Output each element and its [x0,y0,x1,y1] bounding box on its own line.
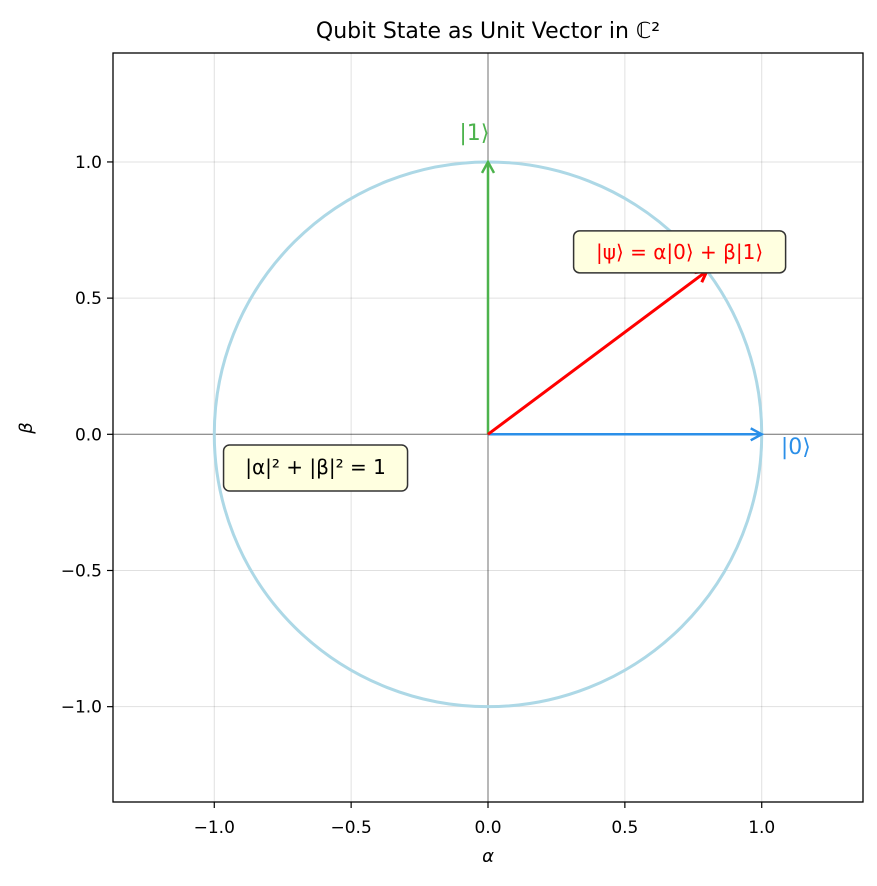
vector-label-ket1: |1⟩ [459,121,489,146]
vector-label-ket0: |0⟩ [781,435,811,460]
x-axis: −1.0 −0.5 0.0 0.5 1.0 [194,802,775,838]
x-axis-title: α [482,846,494,867]
vector-label-psi: |ψ⟩ = α|0⟩ + β|1⟩ [596,240,763,264]
x-tick-label: 1.0 [748,818,775,838]
x-tick-label: 0.0 [474,818,501,838]
y-tick-label: −0.5 [61,561,102,581]
vector-arrowhead [480,159,496,174]
psi-label-box [572,230,787,274]
y-tick-label: 1.0 [75,153,102,173]
x-tick-label: −1.0 [194,818,235,838]
vector-arrowhead [750,427,765,442]
y-tick-label: −1.0 [61,698,102,718]
x-tick-label: 0.5 [611,818,638,838]
y-tick-label: 0.5 [75,289,102,309]
vector-arrow [487,270,707,436]
y-axis: −1.0 −0.5 0.0 0.5 1.0 [61,153,113,718]
y-axis-title: β [16,422,37,435]
normalization-label: |α|² + |β|² = 1 [245,455,386,479]
plot-content: |0⟩ |1⟩ |ψ⟩ = α|0⟩ + β|1⟩ |α|² + |β|² = 1 [212,121,811,709]
normalization-box [222,444,409,492]
y-tick-label: 0.0 [75,425,102,445]
chart-title: Qubit State as Unit Vector in ℂ² [316,19,660,44]
x-tick-label: −0.5 [330,818,371,838]
